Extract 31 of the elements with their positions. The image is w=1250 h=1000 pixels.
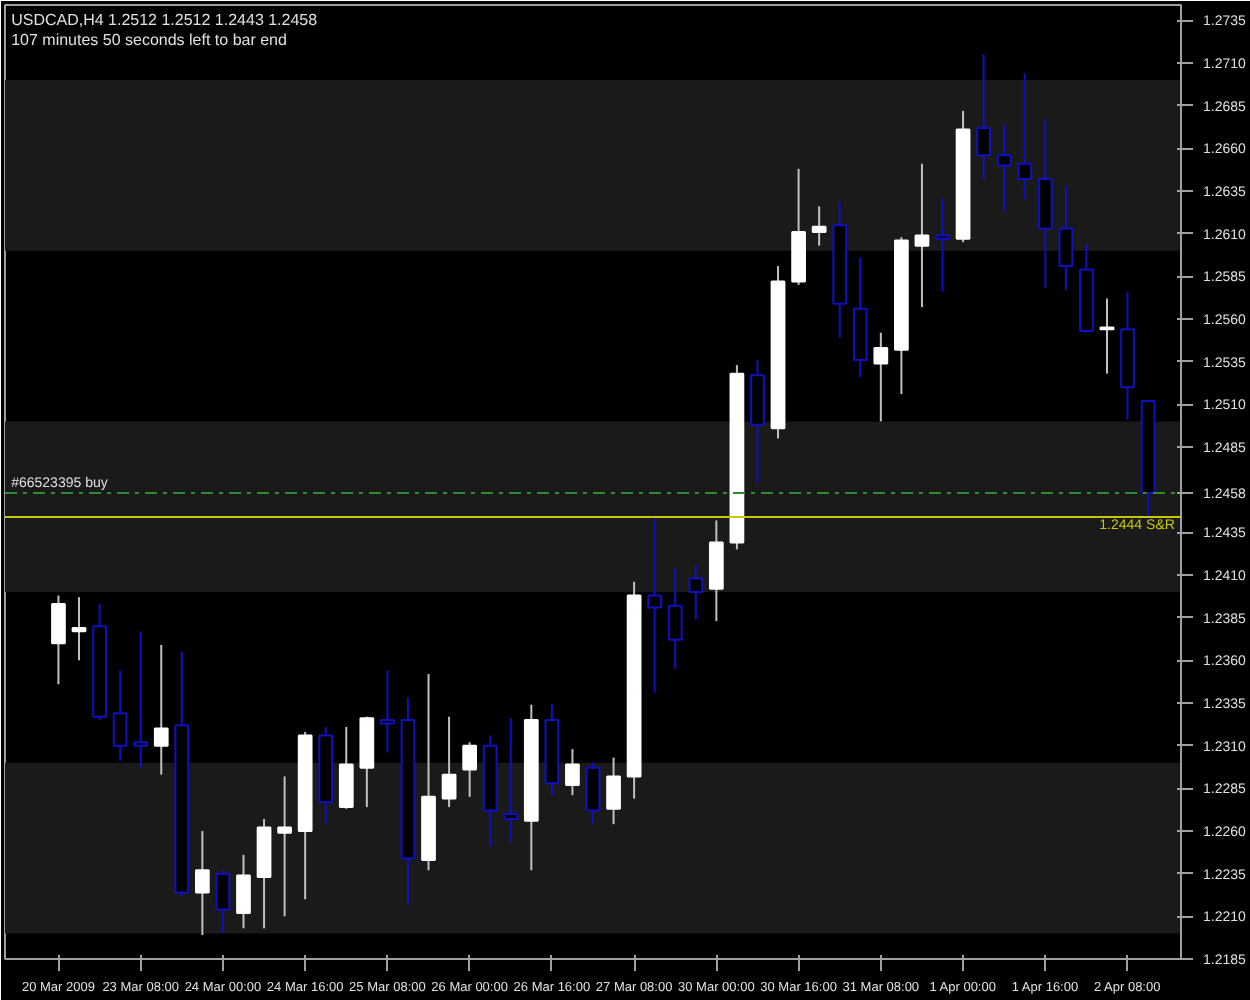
candlestick [935,196,950,293]
candlestick [133,630,149,769]
candlestick [195,830,210,937]
text: 107 minutes 50 seconds left to bar end [11,31,287,49]
candlestick [996,123,1012,213]
candlestick [914,162,930,309]
candlestick [585,761,601,826]
candlestick [112,669,128,763]
candlestick [688,563,704,621]
candlestick [976,53,991,181]
candlestick [380,669,395,754]
candlestick [708,519,724,623]
candlestick [1017,72,1033,201]
candlestick [606,756,621,826]
candlestick [667,567,683,670]
candlestick [503,717,519,843]
candlestick [647,515,663,694]
candlestick [1058,184,1074,292]
candlestick [338,725,354,810]
candlestick [215,869,231,935]
candlestick [462,741,478,798]
candlestick [153,643,169,776]
candlestick [873,331,889,423]
candlestick [71,596,87,662]
candlestick [236,853,251,930]
candlestick [277,775,292,918]
candlestick [441,715,457,809]
candlestick [811,205,827,247]
candlestick [51,594,66,686]
chart-title: USDCAD,H4 1.2512 1.2512 1.2443 1.2458 [11,11,319,29]
candlestick [565,748,580,797]
